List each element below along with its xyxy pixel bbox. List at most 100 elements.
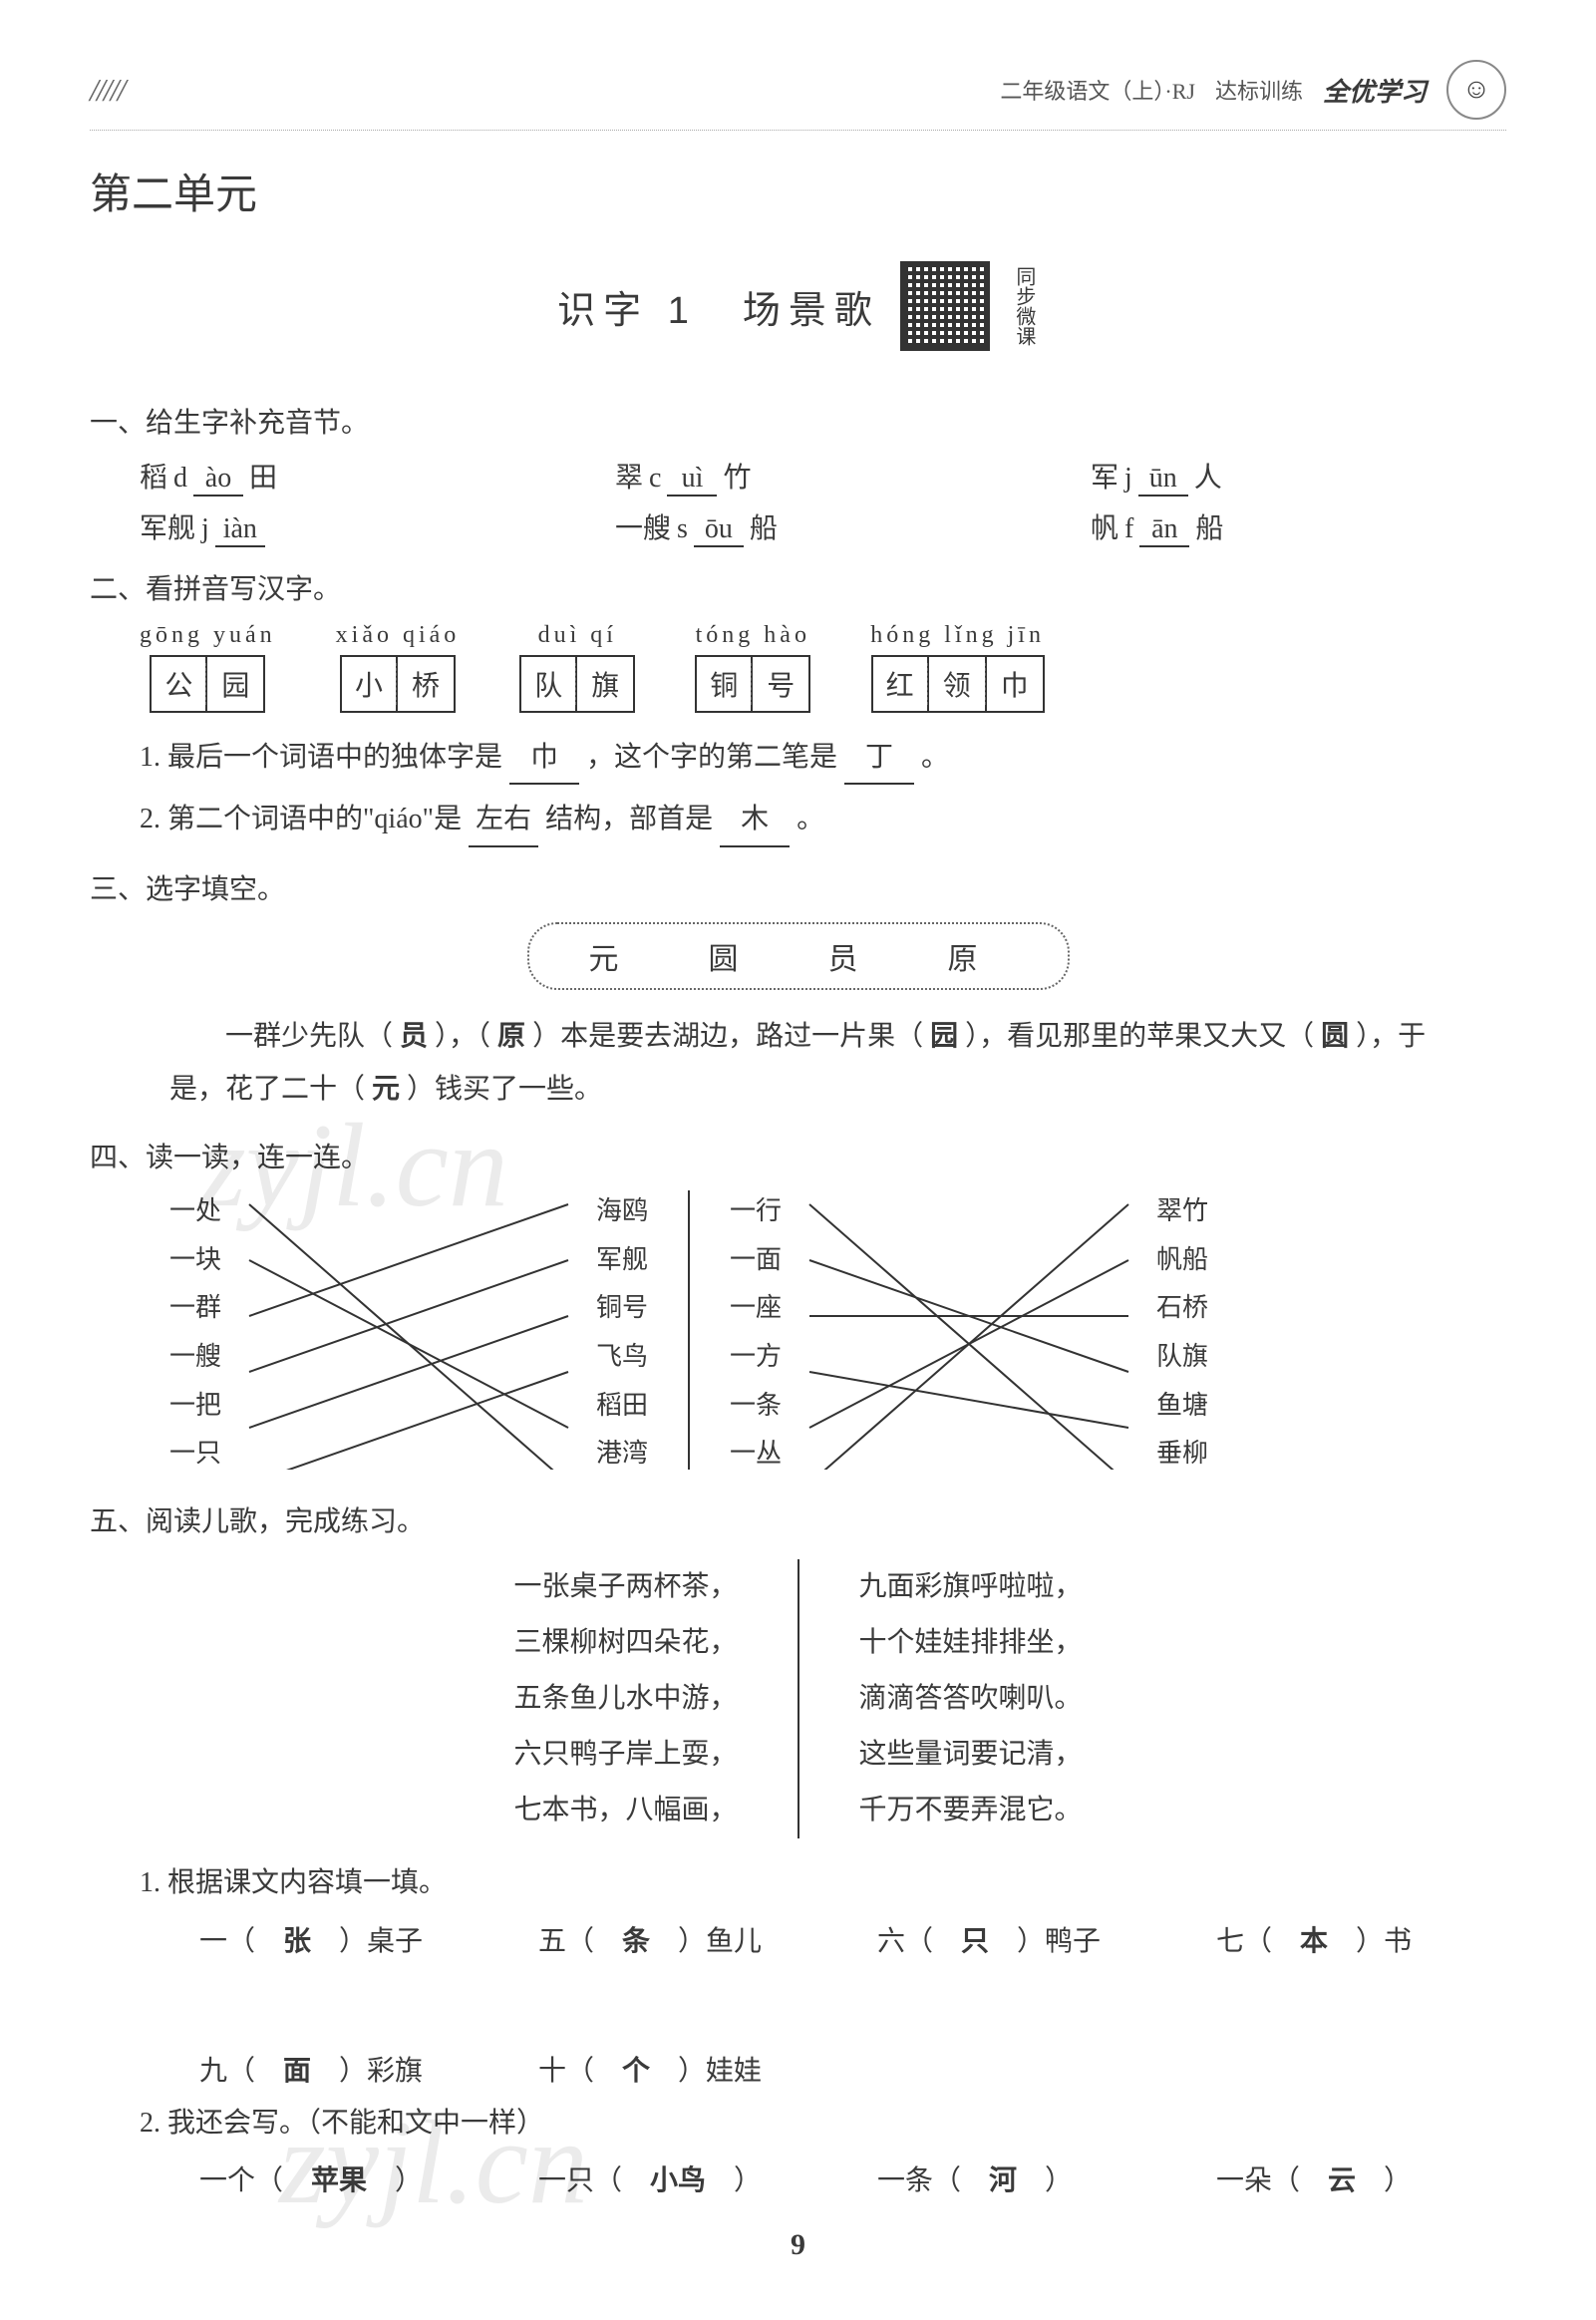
char-boxes: 铜号: [695, 655, 810, 713]
fill-answer: 圆: [1314, 1021, 1356, 1052]
pinyin-label: duì qí: [538, 622, 617, 649]
ans: 面: [255, 2056, 339, 2087]
final-blank: ān: [1139, 513, 1189, 547]
pre: 一个（: [199, 2165, 283, 2196]
q1-pre: 1. 最后一个词语中的独体字是: [140, 742, 502, 773]
text: 一群少先队（: [225, 1021, 393, 1052]
fill-item: 一（ 张 ）桌子: [199, 1919, 449, 1959]
pre: 十（: [538, 2056, 594, 2087]
lesson-title: 识字 1 场景歌: [557, 279, 880, 334]
match-left-panel: 一处一块一群一艘一把一只海鸥军舰铜号飞鸟稻田港湾: [169, 1190, 648, 1470]
poem-line: 这些量词要记清，: [859, 1727, 1083, 1783]
pinyin-box-group: xiǎo qiáo小桥: [336, 622, 461, 713]
fill-item: 七（ 本 ）书: [1216, 1919, 1465, 1959]
match-divider: [688, 1190, 690, 1470]
ans: 河: [961, 2165, 1045, 2196]
pinyin-item: 帆 fān 船: [1091, 506, 1506, 547]
section3-head: 三、选字填空。: [90, 867, 1506, 907]
char-box: 桥: [398, 655, 456, 713]
initial: d: [173, 463, 187, 495]
ans: 个: [594, 2056, 678, 2087]
fill-item: 一个（ 苹果 ）: [199, 2158, 449, 2198]
pinyin-item: 一艘 sōu 船: [615, 506, 1031, 547]
fill-answer: 元: [365, 1074, 407, 1105]
pinyin-item: 军 jūn 人: [1091, 456, 1506, 497]
ans: 张: [255, 1926, 339, 1957]
s5-q2-grid: 一个（ 苹果 ）一只（ 小鸟 ）一条（ 河 ）一朵（ 云 ）: [199, 2158, 1506, 2198]
initial: c: [649, 463, 661, 495]
initial: s: [677, 513, 688, 545]
fill-item: 五（ 条 ）鱼儿: [538, 1919, 788, 1959]
char-box: 铜: [695, 655, 753, 713]
s2-q1: 1. 最后一个词语中的独体字是 巾 ，这个字的第二笔是 丁 。: [140, 733, 1506, 785]
char-boxes: 公园: [150, 655, 265, 713]
fill-item: 十（ 个 ）娃娃: [538, 2049, 788, 2089]
post: ）: [1045, 2165, 1073, 2196]
ans: 小鸟: [622, 2165, 734, 2196]
fill-item: 九（ 面 ）彩旗: [199, 2049, 449, 2089]
poem-line: 五条鱼儿水中游，: [513, 1671, 737, 1727]
pre: 七（: [1216, 1926, 1272, 1957]
ans: 只: [933, 1926, 1017, 1957]
suffix: 田: [249, 456, 277, 496]
pinyin-box-row: gōng yuán公园xiǎo qiáo小桥duì qí队旗tóng hào铜号…: [140, 622, 1506, 713]
post: ）彩旗: [339, 2056, 423, 2087]
final-blank: uì: [667, 463, 717, 497]
pinyin-box-group: duì qí队旗: [519, 622, 635, 713]
pre: 一条（: [877, 2165, 961, 2196]
pinyin-label: xiǎo qiáo: [336, 622, 461, 649]
pre: 六（: [877, 1926, 933, 1957]
qr-code-icon: [900, 261, 990, 351]
pre: 九（: [199, 2056, 255, 2087]
pre: 一（: [199, 1926, 255, 1957]
char: 军: [1091, 456, 1118, 496]
final-blank: ūn: [1138, 463, 1188, 497]
fill-answer: 园: [923, 1021, 965, 1052]
ans: 本: [1272, 1926, 1356, 1957]
match-right-panel: 一行一面一座一方一条一丛翠竹帆船石桥队旗鱼塘垂柳: [730, 1190, 1208, 1470]
poem-line: 千万不要弄混它。: [859, 1783, 1083, 1838]
brand-label: 全优学习: [1323, 72, 1427, 109]
pinyin-label: gōng yuán: [140, 622, 276, 649]
text: ），（: [435, 1021, 490, 1052]
poem-line: 九面彩旗呼啦啦，: [859, 1559, 1083, 1615]
choice-box: 元 圆 员 原: [527, 922, 1070, 990]
poem-divider: [798, 1559, 799, 1838]
ans: 云: [1300, 2165, 1384, 2196]
pinyin-item: 翠 cuì 竹: [615, 456, 1031, 497]
char: 帆: [1091, 506, 1118, 546]
q2-pre: 2. 第二个词语中的"qiáo"是: [140, 804, 462, 834]
section1-head: 一、给生字补充音节。: [90, 401, 1506, 441]
unit-title: 第二单元: [90, 161, 1506, 221]
post: ）: [395, 2165, 423, 2196]
text: ）本是要去湖边，路过一片果（: [532, 1021, 923, 1052]
text: ），看见那里的苹果又大又（: [965, 1021, 1314, 1052]
final-blank: iàn: [215, 513, 265, 547]
match-container: 一处一块一群一艘一把一只海鸥军舰铜号飞鸟稻田港湾 一行一面一座一方一条一丛翠竹帆…: [169, 1190, 1506, 1470]
post: ）书: [1356, 1926, 1412, 1957]
pinyin-item: 稻 dào 田: [140, 456, 555, 497]
char-box: 巾: [987, 655, 1045, 713]
s5-q1-grid: 一（ 张 ）桌子 五（ 条 ）鱼儿 六（ 只 ）鸭子 七（ 本 ）书九（ 面 ）彩旗 十…: [199, 1919, 1506, 2089]
mascot-icon: ☺: [1446, 60, 1506, 120]
post: ）: [1384, 2165, 1412, 2196]
char-boxes: 红领巾: [871, 655, 1045, 713]
q2-end: 。: [797, 804, 824, 834]
char: 稻: [140, 456, 167, 496]
page-header: ///// 二年级语文（上）·RJ 达标训练 全优学习 ☺: [90, 60, 1506, 131]
post: ）鱼儿: [678, 1926, 762, 1957]
poem-line: 十个娃娃排排坐，: [859, 1615, 1083, 1671]
poem-line: 三棵柳树四朵花，: [513, 1615, 737, 1671]
fill-answer: 原: [490, 1021, 532, 1052]
fill-item: 六（ 只 ）鸭子: [877, 1919, 1126, 1959]
q2-ans2: 木: [720, 795, 790, 846]
poem-line: 六只鸭子岸上耍，: [513, 1727, 737, 1783]
text: ）钱买了一些。: [407, 1074, 602, 1105]
poem-right-col: 九面彩旗呼啦啦，十个娃娃排排坐，滴滴答答吹喇叭。这些量词要记清，千万不要弄混它。: [859, 1559, 1083, 1838]
initial: j: [1124, 463, 1132, 495]
q2-ans1: 左右: [469, 795, 538, 846]
char-box: 领: [929, 655, 987, 713]
section4-head: 四、读一读，连一连。: [90, 1136, 1506, 1175]
pinyin-box-group: hóng lǐng jīn红领巾: [870, 622, 1045, 713]
ans: 条: [594, 1926, 678, 1957]
